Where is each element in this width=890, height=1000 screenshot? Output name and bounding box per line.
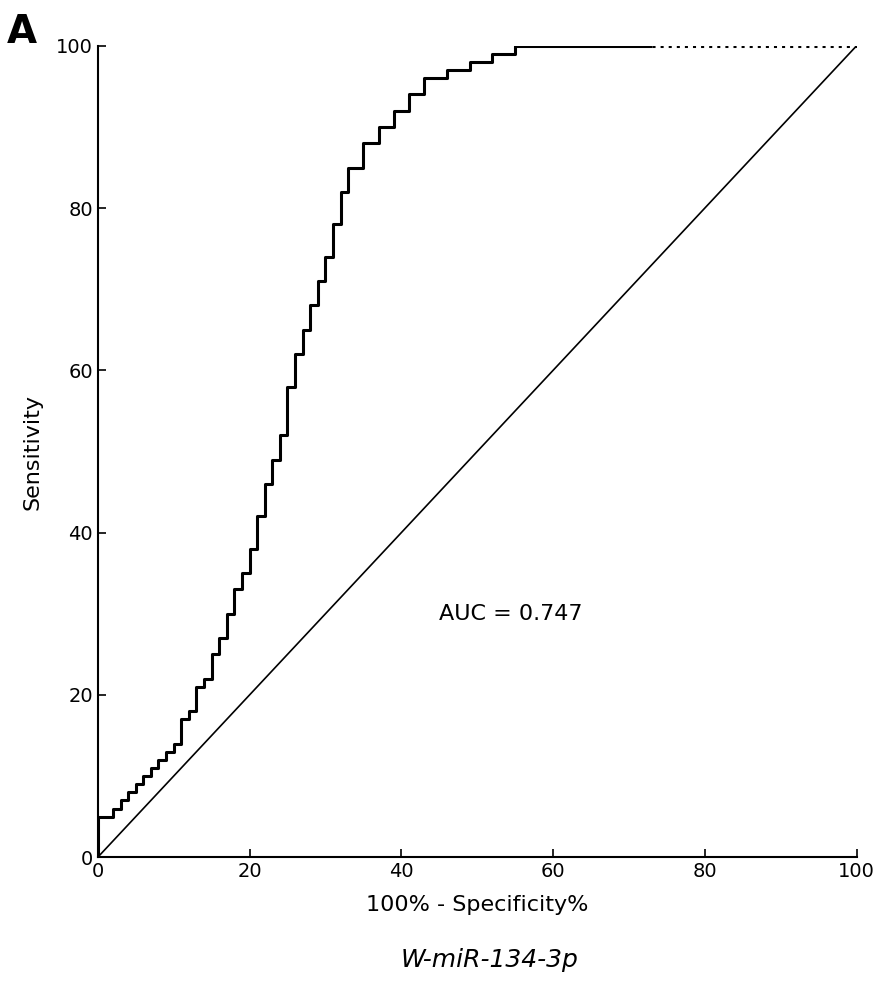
Y-axis label: Sensitivity: Sensitivity [22, 394, 42, 510]
Text: W-miR-134-3p: W-miR-134-3p [400, 948, 578, 972]
Text: A: A [7, 13, 36, 51]
X-axis label: 100% - Specificity%: 100% - Specificity% [366, 895, 588, 915]
Text: AUC = 0.747: AUC = 0.747 [440, 604, 583, 624]
